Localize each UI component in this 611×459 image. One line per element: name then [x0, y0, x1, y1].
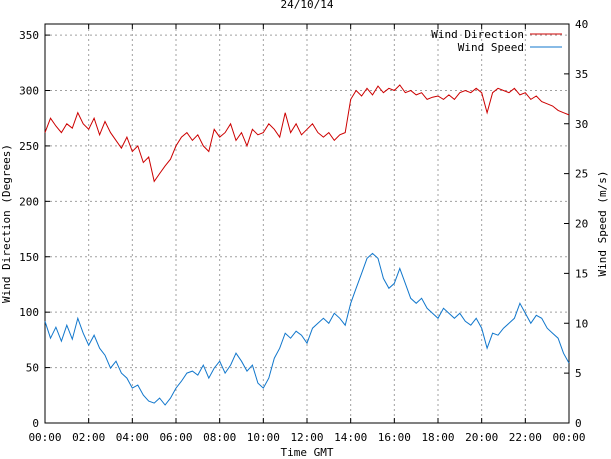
plot-frame — [44, 23, 570, 424]
x-tick-label: 10:00 — [247, 431, 280, 444]
x-axis-title: Time GMT — [281, 446, 334, 459]
y-right-tick-label: 10 — [575, 317, 588, 330]
legend: Wind Direction Wind Speed — [431, 28, 562, 54]
y-right-tick-label: 20 — [575, 218, 588, 231]
series-layer — [44, 84, 570, 406]
x-tick-label: 14:00 — [334, 431, 367, 444]
x-tick-label: 22:00 — [509, 431, 542, 444]
y-left-axis-title: Wind Direction (Degrees) — [0, 144, 13, 303]
y-left-tick-label: 250 — [19, 140, 39, 153]
x-tick-label: 12:00 — [290, 431, 323, 444]
legend-label-wind-direction: Wind Direction — [431, 28, 524, 41]
chart-title: 24/10/14 — [281, 0, 334, 11]
x-tick-label: 00:00 — [552, 431, 585, 444]
x-tick-label: 04:00 — [116, 431, 149, 444]
x-tick-label: 00:00 — [28, 431, 61, 444]
y-left-tick-label: 300 — [19, 85, 39, 98]
y-left-tick-label: 150 — [19, 251, 39, 264]
x-tick-label: 02:00 — [72, 431, 105, 444]
axis-layer: 00:00 02:00 04:00 06:00 08:00 10:00 12:00 14:00… — [19, 18, 588, 444]
x-tick-label: 16:00 — [378, 431, 411, 444]
series-line-wind-direction — [44, 84, 570, 183]
y-left-tick-label: 200 — [19, 195, 39, 208]
y-right-tick-label: 0 — [575, 417, 582, 430]
y-left-tick-label: 100 — [19, 306, 39, 319]
x-tick-label: 06:00 — [159, 431, 192, 444]
y-right-tick-label: 15 — [575, 267, 588, 280]
y-left-tick-label: 0 — [32, 417, 39, 430]
y-right-tick-label: 25 — [575, 168, 588, 181]
x-tick-label: 20:00 — [465, 431, 498, 444]
grid-layer — [45, 24, 569, 423]
x-tick-label: 08:00 — [203, 431, 236, 444]
y-right-tick-label: 40 — [575, 18, 588, 31]
y-right-tick-label: 30 — [575, 118, 588, 131]
legend-label-wind-speed: Wind Speed — [458, 41, 524, 54]
y-right-axis-title: Wind Speed (m/s) — [596, 171, 609, 277]
y-left-tick-label: 50 — [26, 362, 39, 375]
x-tick-label: 18:00 — [421, 431, 454, 444]
y-left-tick-label: 350 — [19, 29, 39, 42]
y-right-tick-label: 5 — [575, 367, 582, 380]
series-line-wind-speed — [44, 252, 570, 406]
y-right-tick-label: 35 — [575, 68, 588, 81]
